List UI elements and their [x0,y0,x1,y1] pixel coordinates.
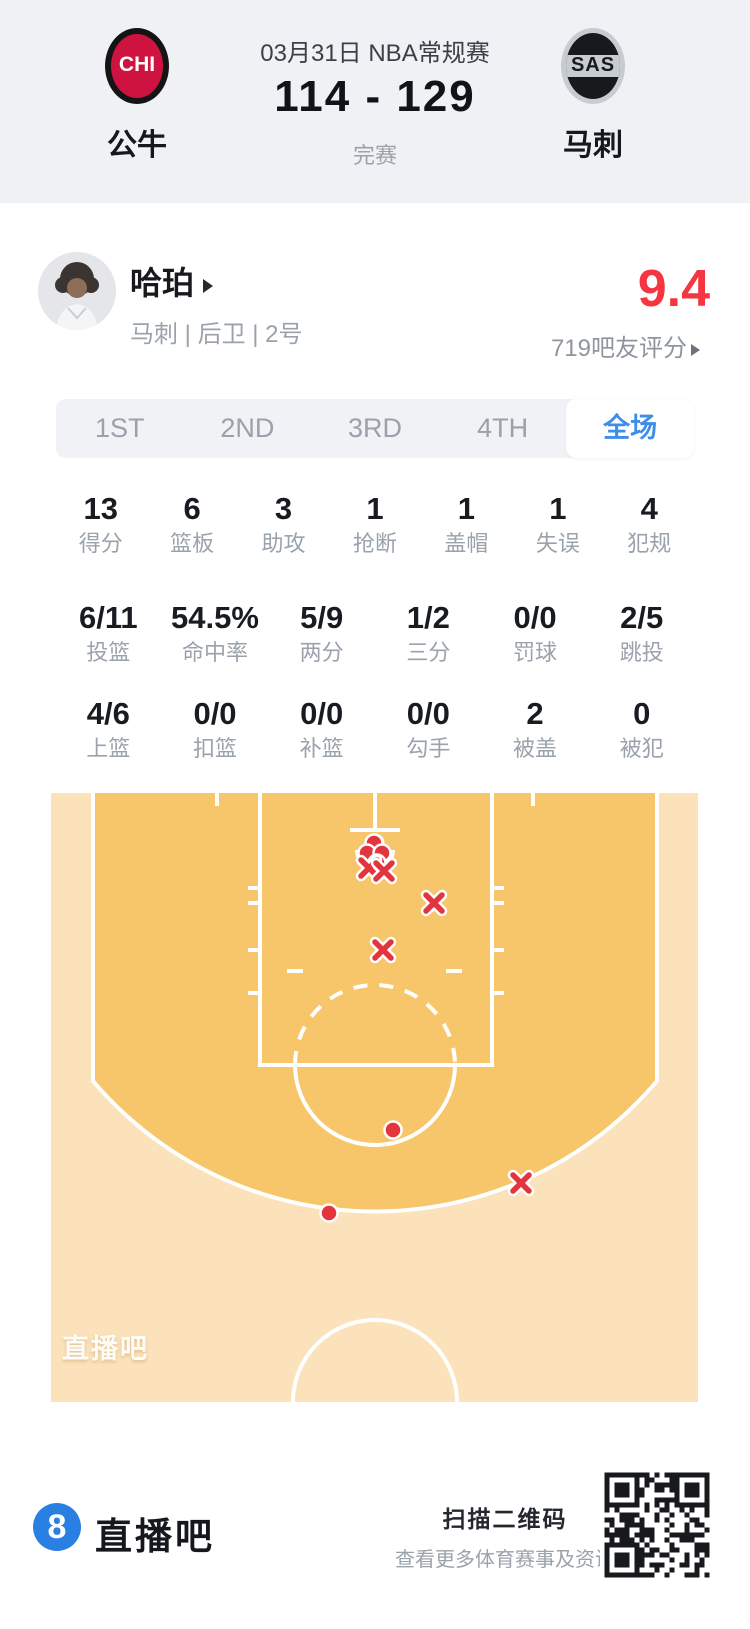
stat-assists: 3 助攻 [261,491,306,556]
spurs-logo-icon: SAS [561,28,625,104]
stat-3pt: 1/2 三分 [406,600,451,665]
missed-shot-marker [423,892,445,914]
footer-qr-caption: 扫描二维码 查看更多体育赛事及资讯 [390,1500,620,1572]
player-name-arrow-icon [203,278,214,293]
stat-ft: 0/0 罚球 [513,600,558,665]
match-score: 114 - 129 [274,72,476,121]
qr-code-svg [600,1468,714,1582]
zhibo8-logo-text: 直播吧 [95,1516,215,1557]
player-avatar-image [38,252,116,330]
rating-arrow-icon [691,344,700,356]
qr-title: 扫描二维码 [442,1506,568,1532]
three-point-area [93,793,657,1212]
player-avatar[interactable] [38,252,116,330]
spurs-logo-abbr: SAS [570,54,616,76]
team-away[interactable]: SAS 马刺 [518,28,668,164]
free-throw-arc-top [293,983,457,1066]
stat-putback: 0/0 补篮 [299,696,344,761]
stats-row-shot-types: 4/6 上篮 0/0 扣篮 0/0 补篮 0/0 勾手 2 被盖 0 被犯 [55,697,695,761]
zhibo8-logo-icon: 8 [33,1503,81,1551]
stat-fouls: 4 犯规 [627,491,672,556]
stat-turnovers: 1 失误 [535,491,580,556]
stat-blocked-against: 2 被盖 [513,696,558,761]
tab-2nd[interactable]: 2ND [220,413,275,443]
stat-steals: 1 抢断 [352,491,397,556]
spurs-logo-band [566,55,620,77]
stat-blocks: 1 盖帽 [444,491,489,556]
bulls-logo-abbr: CHI [118,53,156,76]
lane-lines [258,793,494,1067]
qr-subtitle: 查看更多体育赛事及资讯 [395,1549,615,1571]
shot-markers [319,833,535,1223]
stat-dunk: 0/0 扣篮 [193,696,238,761]
missed-shot-marker [510,1172,532,1194]
player-name[interactable]: 哈珀 [130,258,214,304]
scoreboard-band: CHI 公牛 03月31日 NBA常规赛 114 - 129 完赛 SAS 马刺 [0,0,750,203]
stats-row-shooting: 6/11 投篮 54.5% 命中率 5/9 两分 1/2 三分 0/0 罚球 2/5 跳投 [55,601,695,665]
free-throw-arc-bottom [293,1064,457,1147]
stats-row-basic: 13 得分 6 篮板 3 助攻 1 抢断 1 盖帽 1 失误 4 犯规 [55,492,695,556]
stat-points: 13 得分 [78,491,123,556]
baseline-ticks [215,793,535,806]
player-meta: 马刺 | 后卫 | 2号 [130,321,303,348]
team-home-name: 公牛 [107,129,167,162]
qr-code [600,1468,714,1582]
court-watermark: 直播吧 [62,1334,149,1364]
missed-shot-marker [373,860,395,882]
stat-fg: 6/11 投篮 [79,600,138,665]
tab-3rd[interactable]: 3RD [347,413,402,443]
stat-hook: 0/0 勾手 [406,696,451,761]
court-svg [51,793,698,1486]
shot-chart-court [51,793,698,1486]
stat-rebounds: 6 篮板 [170,491,215,556]
stat-fg-pct: 54.5% 命中率 [171,600,259,665]
three-point-line [91,793,659,1214]
quarter-tabbar: 1ST 2ND 3RD 4TH 全场 [56,399,694,458]
made-shot-marker [319,1203,339,1223]
missed-shot-marker [372,939,394,961]
lane-hash-marks [248,886,504,995]
team-away-name: 马刺 [563,129,623,162]
tab-4th[interactable]: 4TH [477,413,529,443]
team-home[interactable]: CHI 公牛 [62,28,212,164]
stat-layup: 4/6 上篮 [86,696,131,761]
match-status: 完赛 [352,143,397,168]
match-date: 03月31日 NBA常规赛 [260,40,490,67]
bulls-logo-icon: CHI [105,28,169,104]
player-rating: 9.4 [637,260,710,318]
stat-2pt: 5/9 两分 [299,600,344,665]
tab-1st[interactable]: 1ST [95,413,145,443]
made-shot-marker [383,1120,403,1140]
stat-fouled-against: 0 被犯 [619,696,664,761]
rating-votes-link[interactable]: 719吧友评分 [400,328,700,363]
stat-jumpshot: 2/5 跳投 [619,600,664,665]
tab-full-game[interactable]: 全场 [566,399,694,458]
